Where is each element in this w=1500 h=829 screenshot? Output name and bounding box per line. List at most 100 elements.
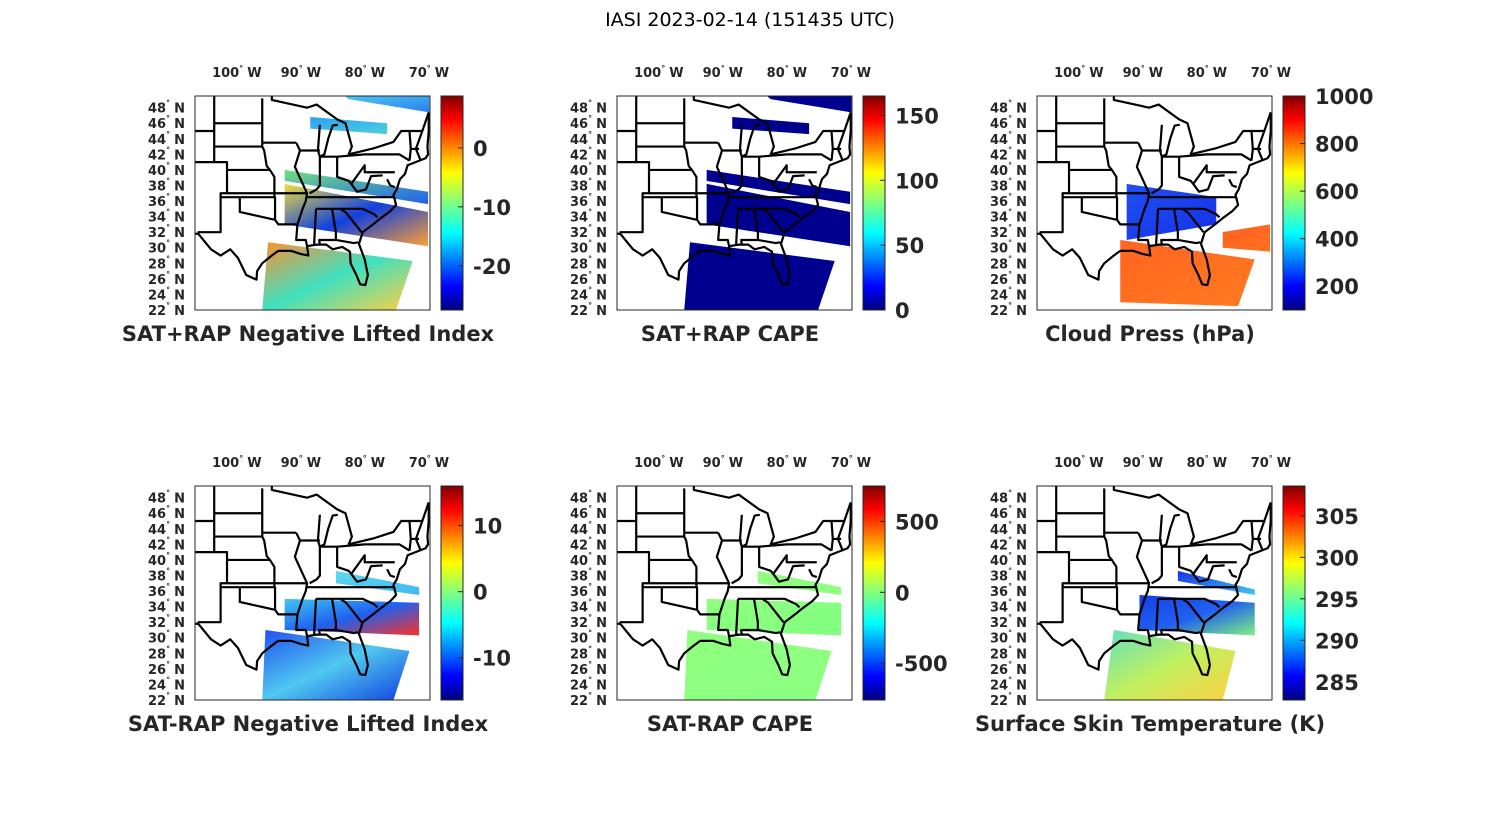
boundary-line xyxy=(293,532,309,615)
map-panel: 100° W 90° W 80° W 70° W 48° N46° N44° N42° N40° N38°… xyxy=(570,64,939,346)
boundary-line xyxy=(735,598,740,635)
boundary-line xyxy=(738,597,801,609)
lat-tick-label: 44° N xyxy=(148,130,185,148)
lon-tick-label: 100° W xyxy=(1054,64,1103,81)
boundary-line xyxy=(683,98,698,198)
boundary-line xyxy=(408,130,412,161)
boundary-line xyxy=(642,586,731,637)
boundary-line xyxy=(238,587,275,611)
lat-tick-label: 30° N xyxy=(570,239,607,257)
boundary-line xyxy=(1177,628,1201,635)
data-swath xyxy=(757,570,842,595)
lat-tick-label: 44° N xyxy=(990,130,1027,148)
boundary-line xyxy=(408,520,412,551)
colorbar-tick-label: 800 xyxy=(1315,133,1359,157)
lat-tick-label: 36° N xyxy=(990,582,1027,600)
map-panel: 100° W 90° W 80° W 70° W 48° N46° N44° N42° N40° N38°… xyxy=(975,454,1359,736)
lat-tick-label: 46° N xyxy=(990,504,1027,522)
lat-tick-label: 38° N xyxy=(148,176,185,194)
colorbar-tick-label: 285 xyxy=(1315,671,1359,695)
boundary-line xyxy=(1192,564,1225,583)
colorbar xyxy=(862,485,886,701)
lat-tick-label: 28° N xyxy=(570,644,607,662)
lat-tick-label: 48° N xyxy=(570,489,607,507)
data-swath xyxy=(284,183,429,247)
lat-tick-label: 32° N xyxy=(148,613,185,631)
axes-frame xyxy=(616,95,853,311)
lon-tick-label: 80° W xyxy=(767,454,807,471)
boundary-line xyxy=(692,486,852,546)
lon-tick-label: 80° W xyxy=(345,454,385,471)
lat-tick-label: 28° N xyxy=(570,254,607,272)
boundary-line xyxy=(692,96,852,156)
lat-tick-label: 40° N xyxy=(148,161,185,179)
boundary-line xyxy=(1037,502,1272,677)
lat-tick-label: 34° N xyxy=(990,208,1027,226)
lat-tick-label: 42° N xyxy=(148,145,185,163)
axes-frame xyxy=(194,95,431,311)
boundary-line xyxy=(220,586,309,637)
lat-tick-label: 36° N xyxy=(148,192,185,210)
lat-tick-label: 44° N xyxy=(148,520,185,538)
lon-tick-label: 100° W xyxy=(634,64,683,81)
boundary-line xyxy=(808,568,818,579)
boundary-line xyxy=(660,587,697,611)
lon-tick-label: 90° W xyxy=(703,454,743,471)
lon-tick-label: 90° W xyxy=(703,64,743,81)
colorbar-tick-label: -10 xyxy=(473,196,511,220)
boundary-line xyxy=(195,112,430,287)
boundary-line xyxy=(642,196,731,247)
boundary-line xyxy=(738,207,801,219)
lon-tick-label: 70° W xyxy=(1251,454,1291,471)
data-swath xyxy=(335,570,420,595)
lon-tick-label: 100° W xyxy=(1054,454,1103,471)
colorbar-tick-label: -500 xyxy=(895,652,948,676)
boundary-line xyxy=(1080,587,1117,611)
colorbar xyxy=(1282,95,1306,311)
colorbar-tick-label: 295 xyxy=(1315,588,1359,612)
lat-tick-label: 28° N xyxy=(990,254,1027,272)
boundary-line xyxy=(350,174,383,193)
data-swath xyxy=(1222,224,1271,252)
lon-tick-label: 90° W xyxy=(281,454,321,471)
colorbar-tick-label: -20 xyxy=(473,255,511,279)
colorbar-tick-label: 500 xyxy=(895,510,939,534)
lat-tick-label: 28° N xyxy=(148,254,185,272)
data-swath xyxy=(706,598,842,636)
lat-tick-label: 34° N xyxy=(570,598,607,616)
lon-tick-label: 80° W xyxy=(1187,454,1227,471)
colorbar-tick-label: 10 xyxy=(473,515,502,539)
boundary-line xyxy=(1161,543,1253,552)
boundary-line xyxy=(1151,546,1163,585)
boundary-line xyxy=(335,238,359,245)
boundary-line xyxy=(1177,238,1201,245)
boundary-line xyxy=(741,153,833,162)
lon-tick-label: 80° W xyxy=(345,64,385,81)
boundary-line xyxy=(731,156,743,195)
boundary-line xyxy=(220,196,309,247)
boundary-line xyxy=(1228,178,1238,189)
boundary-line xyxy=(1037,112,1272,287)
colorbar-tick-label: 200 xyxy=(1315,275,1359,299)
boundary-line xyxy=(319,543,411,552)
axes-frame xyxy=(194,485,431,701)
boundary-line xyxy=(735,208,740,245)
lat-tick-label: 22° N xyxy=(990,301,1027,319)
lat-tick-label: 48° N xyxy=(148,99,185,117)
lat-tick-label: 22° N xyxy=(990,691,1027,709)
boundary-line xyxy=(316,207,379,219)
boundary-line xyxy=(741,543,833,552)
lat-tick-label: 40° N xyxy=(570,161,607,179)
lat-tick-label: 34° N xyxy=(148,208,185,226)
lon-tick-label: 90° W xyxy=(1123,454,1163,471)
boundary-line xyxy=(1158,207,1221,219)
lat-tick-label: 24° N xyxy=(148,675,185,693)
colorbar xyxy=(440,485,464,701)
data-swath xyxy=(766,96,852,113)
boundary-line xyxy=(386,568,396,579)
lat-tick-label: 30° N xyxy=(148,629,185,647)
lat-tick-label: 24° N xyxy=(148,285,185,303)
lat-tick-label: 42° N xyxy=(148,535,185,553)
data-swath xyxy=(684,629,832,700)
boundary-line xyxy=(1228,568,1238,579)
